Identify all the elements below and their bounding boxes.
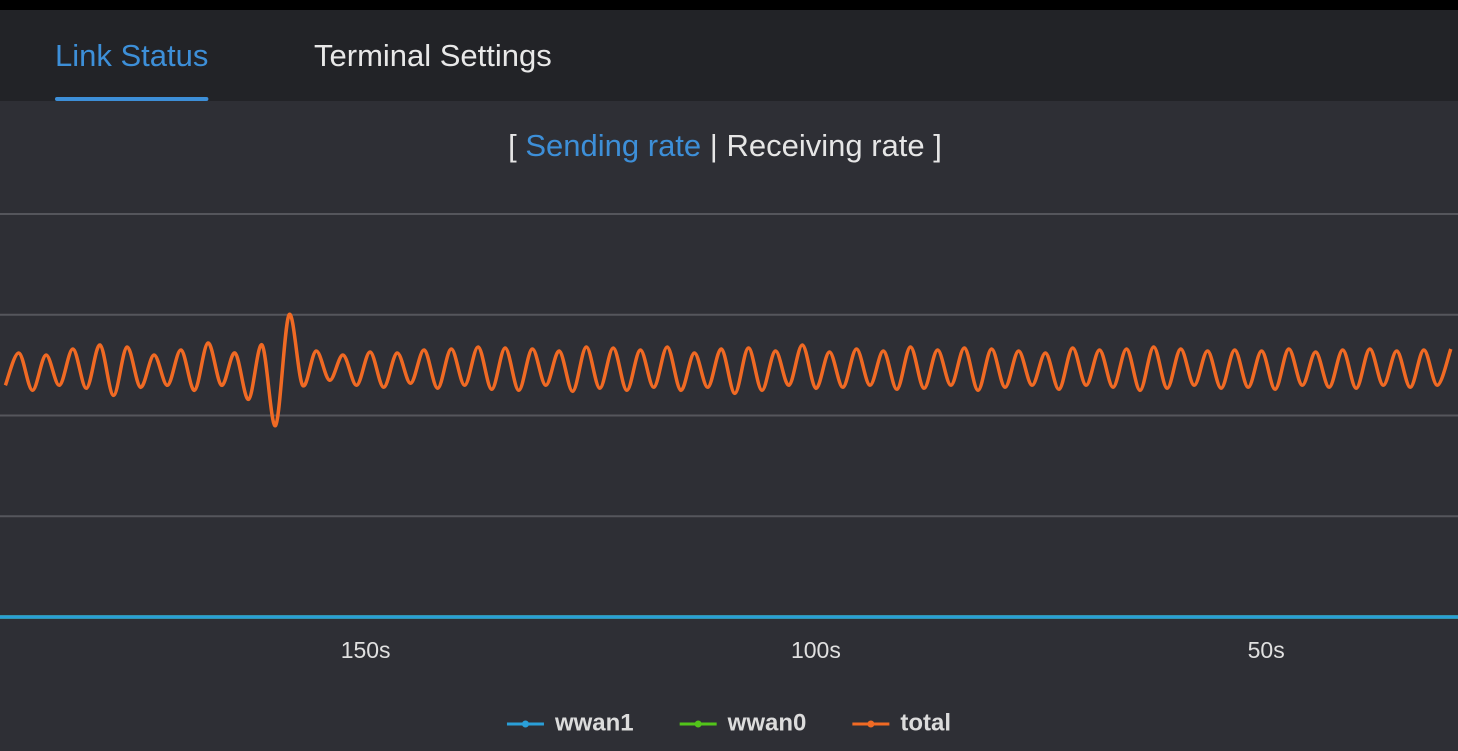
tab[interactable]: Terminal Settings: [314, 38, 552, 73]
top-bar: [0, 0, 1458, 10]
rate-toggle: [ Sending rate | Receiving rate ]: [508, 128, 942, 163]
legend-label: wwan0: [727, 709, 807, 736]
data-line: [3, 312, 1453, 428]
legend-dot: [867, 720, 875, 728]
legend: wwan1 wwan0 total: [506, 709, 951, 736]
rate-option[interactable]: Sending rate: [525, 128, 701, 163]
chart-panel: [0, 101, 1458, 751]
legend-item[interactable]: total: [852, 709, 951, 736]
tab-bar: [0, 10, 1458, 101]
rate-option[interactable]: Receiving rate: [726, 128, 924, 163]
legend-label: wwan1: [554, 709, 634, 736]
legend-dot: [521, 720, 529, 728]
bracket: [: [508, 128, 517, 163]
legend-label: total: [900, 709, 951, 736]
legend-item[interactable]: wwan0: [679, 709, 807, 736]
x-tick-label: 50s: [1248, 637, 1285, 663]
legend-dot: [694, 720, 702, 728]
bracket: ]: [933, 128, 942, 163]
legend-item[interactable]: wwan1: [506, 709, 634, 736]
tab-underline: [55, 97, 209, 101]
tab[interactable]: Link Status: [55, 38, 208, 73]
x-tick-label: 100s: [791, 637, 841, 663]
separator: |: [710, 128, 718, 163]
x-tick-label: 150s: [341, 637, 391, 663]
